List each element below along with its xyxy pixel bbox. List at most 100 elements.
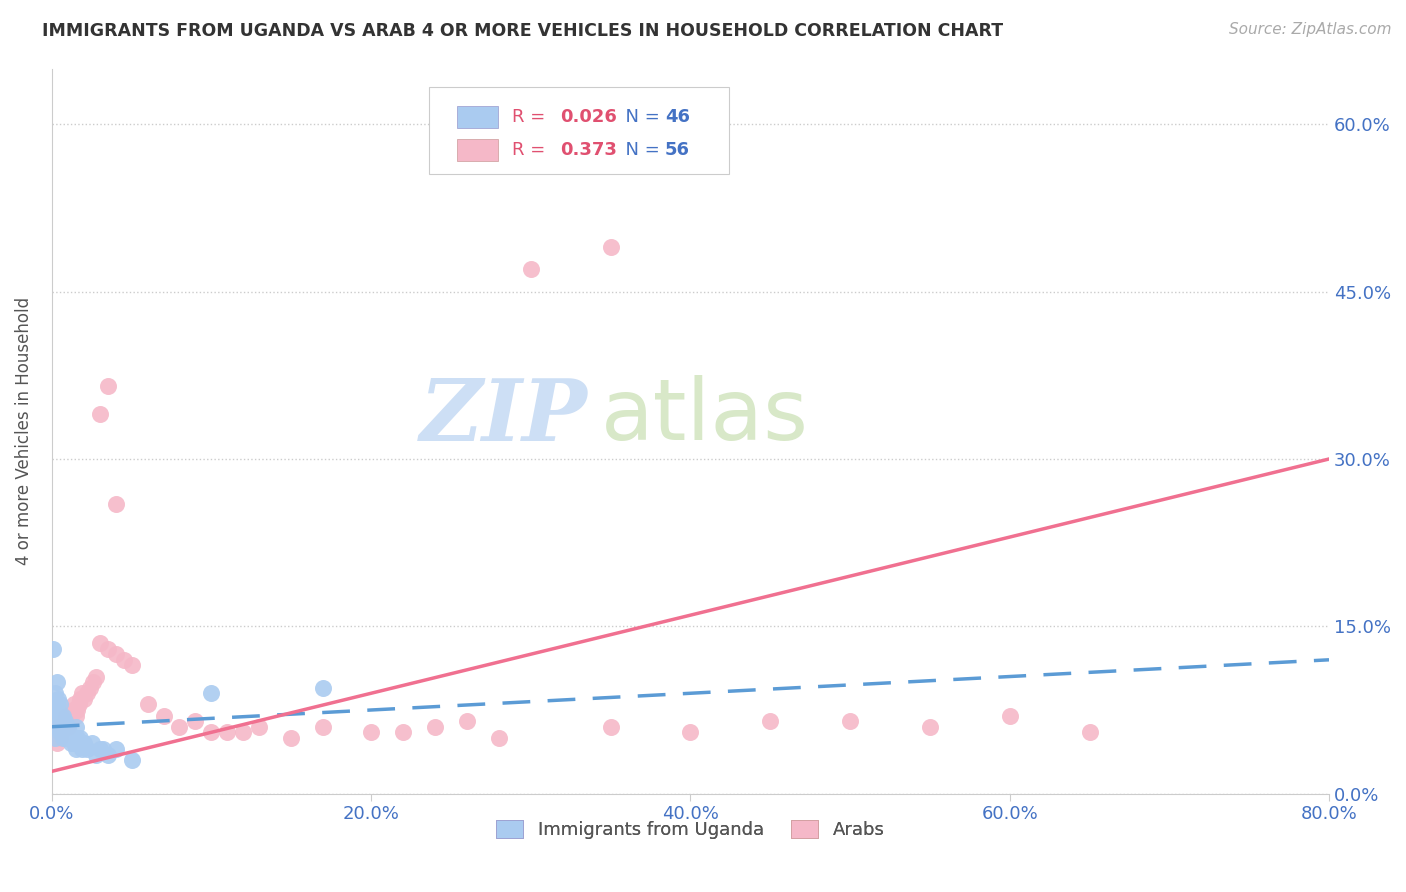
Point [169, 720, 191, 734]
Point [76, 686, 98, 700]
Point [69, 731, 91, 745]
Point [63, 698, 86, 712]
Point [51, 708, 73, 723]
Point [65, 708, 87, 723]
Point [79, 681, 101, 695]
Point [45, 675, 67, 690]
Point [97, 641, 120, 656]
Point [63, 736, 86, 750]
Point [456, 714, 478, 728]
Point [80, 736, 103, 750]
Point [89, 408, 111, 422]
Point [51, 720, 73, 734]
Point [42, 641, 65, 656]
Point [70, 686, 93, 700]
Text: R =: R = [512, 108, 551, 126]
Text: Source: ZipAtlas.com: Source: ZipAtlas.com [1229, 22, 1392, 37]
Point [59, 736, 82, 750]
Text: atlas: atlas [600, 376, 808, 458]
Point [112, 653, 135, 667]
Point [839, 714, 862, 728]
Text: IMMIGRANTS FROM UGANDA VS ARAB 4 OR MORE VEHICLES IN HOUSEHOLD CORRELATION CHART: IMMIGRANTS FROM UGANDA VS ARAB 4 OR MORE… [42, 22, 1004, 40]
Point [45, 708, 67, 723]
Text: 46: 46 [665, 108, 690, 126]
Point [423, 720, 446, 734]
Point [59, 731, 82, 745]
Point [104, 497, 127, 511]
Text: 0.373: 0.373 [560, 141, 617, 159]
Point [53, 714, 76, 728]
Point [65, 720, 87, 734]
Point [121, 658, 143, 673]
Text: 0.026: 0.026 [560, 108, 617, 126]
Point [52, 720, 75, 734]
Legend: Immigrants from Uganda, Arabs: Immigrants from Uganda, Arabs [489, 813, 891, 847]
Point [44, 731, 66, 745]
Point [52, 731, 75, 745]
Text: 56: 56 [665, 141, 690, 159]
Point [62, 703, 84, 717]
Point [48, 731, 70, 745]
Point [91, 742, 114, 756]
FancyBboxPatch shape [457, 139, 498, 161]
Point [1078, 725, 1101, 739]
Point [247, 720, 270, 734]
Point [56, 725, 79, 739]
Point [56, 720, 79, 734]
Point [97, 379, 120, 393]
Point [46, 720, 69, 734]
Point [42, 731, 65, 745]
Point [82, 675, 104, 690]
Point [392, 725, 415, 739]
Point [55, 708, 77, 723]
Point [280, 731, 302, 745]
Point [66, 703, 89, 717]
Point [55, 731, 77, 745]
Point [104, 647, 127, 661]
Point [86, 669, 108, 683]
Point [70, 742, 93, 756]
Text: N =: N = [614, 108, 665, 126]
Point [66, 731, 89, 745]
Point [67, 736, 90, 750]
Point [46, 703, 69, 717]
Point [89, 636, 111, 650]
Point [69, 691, 91, 706]
Point [599, 720, 621, 734]
Point [89, 742, 111, 756]
Point [312, 720, 335, 734]
Point [998, 708, 1021, 723]
Point [52, 720, 75, 734]
Point [104, 742, 127, 756]
Point [53, 714, 76, 728]
Point [86, 747, 108, 762]
Point [184, 714, 207, 728]
Point [360, 725, 382, 739]
Point [65, 742, 87, 756]
Point [55, 720, 77, 734]
Point [44, 686, 66, 700]
Point [45, 698, 67, 712]
Point [58, 731, 80, 745]
Point [51, 725, 73, 739]
FancyBboxPatch shape [429, 87, 728, 174]
Y-axis label: 4 or more Vehicles in Household: 4 or more Vehicles in Household [15, 297, 32, 566]
Point [44, 725, 66, 739]
Point [121, 753, 143, 767]
Point [53, 725, 76, 739]
Point [59, 708, 82, 723]
Point [918, 720, 941, 734]
Text: R =: R = [512, 141, 551, 159]
Text: ZIP: ZIP [420, 375, 588, 458]
Point [58, 725, 80, 739]
Point [200, 725, 222, 739]
Point [52, 708, 75, 723]
Point [759, 714, 782, 728]
Point [46, 691, 69, 706]
Point [312, 681, 335, 695]
Point [46, 720, 69, 734]
Point [97, 747, 120, 762]
Text: N =: N = [614, 141, 665, 159]
Point [62, 731, 84, 745]
Point [56, 720, 79, 734]
